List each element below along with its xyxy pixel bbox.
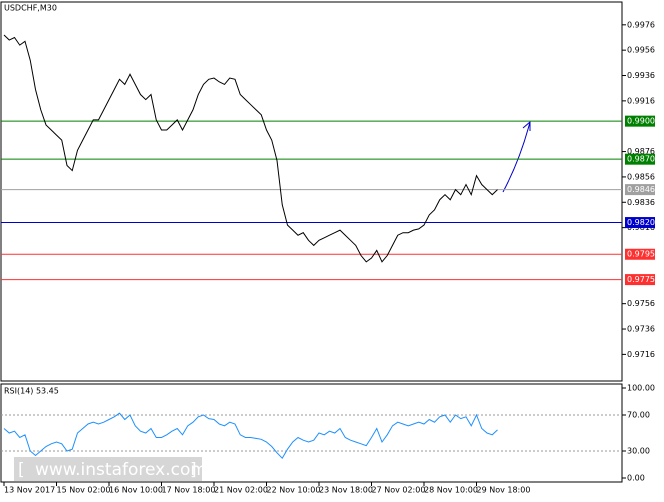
rsi-tick-label: 70.00 [627, 411, 650, 420]
y-tick-label: 0.9876 [627, 147, 655, 156]
level-label-box [625, 184, 655, 196]
price-line [3, 34, 498, 263]
level-label-box [625, 274, 655, 286]
watermark-bracket: ] [190, 460, 197, 480]
level-label-box [625, 248, 655, 260]
level-label: 0.9900 [627, 117, 655, 126]
level-label-box [625, 115, 655, 127]
rsi-panel [0, 383, 623, 483]
rsi-line [3, 412, 498, 460]
price-panel [0, 1, 623, 382]
forecast-arrow [502, 121, 531, 193]
watermark: [ www.instaforex.com ] [14, 457, 207, 481]
x-tick-label: 15 Nov 02:00 [57, 486, 111, 495]
level-label: 0.9820 [627, 218, 655, 227]
level-label: 0.9846 [627, 185, 655, 194]
y-tick-label: 0.9716 [627, 350, 655, 359]
forecast-arrowhead [522, 120, 531, 131]
x-tick-label: 29 Nov 18:00 [477, 486, 531, 495]
level-label: 0.9775 [627, 275, 655, 284]
rsi-tick-label: 30.00 [627, 447, 650, 456]
level-label: 0.9795 [627, 250, 655, 259]
watermark-box [14, 457, 202, 481]
y-tick-label: 0.9936 [627, 71, 655, 80]
watermark-text: www.instaforex.com [35, 460, 207, 480]
level-label-box [625, 217, 655, 229]
x-tick-label: 16 Nov 10:00 [109, 486, 163, 495]
y-tick-label: 0.9976 [627, 20, 655, 29]
x-tick-label: 22 Nov 10:00 [267, 486, 321, 495]
y-tick-label: 0.9736 [627, 325, 655, 334]
y-tick-label: 0.9756 [627, 299, 655, 308]
x-tick-label: 13 Nov 2017 [4, 486, 55, 495]
level-label: 0.9870 [627, 155, 655, 164]
x-tick-label: 27 Nov 02:00 [372, 486, 426, 495]
x-tick-label: 17 Nov 18:00 [162, 486, 216, 495]
y-tick-label: 0.9836 [627, 198, 655, 207]
x-tick-label: 23 Nov 18:00 [319, 486, 373, 495]
rsi-tick-label: 0.00 [627, 474, 645, 483]
y-tick-label: 0.9956 [627, 46, 655, 55]
rsi-title: RSI(14) 53.45 [4, 387, 59, 396]
y-tick-label: 0.9856 [627, 172, 655, 181]
y-tick-label: 0.9916 [627, 96, 655, 105]
x-tick-label: 21 Nov 02:00 [214, 486, 268, 495]
x-tick-label: 28 Nov 10:00 [424, 486, 478, 495]
chart-title: USDCHF,M30 [4, 4, 57, 13]
rsi-tick-label: 100.00 [627, 384, 655, 393]
level-label-box [625, 153, 655, 165]
watermark-bracket: [ [18, 460, 25, 480]
